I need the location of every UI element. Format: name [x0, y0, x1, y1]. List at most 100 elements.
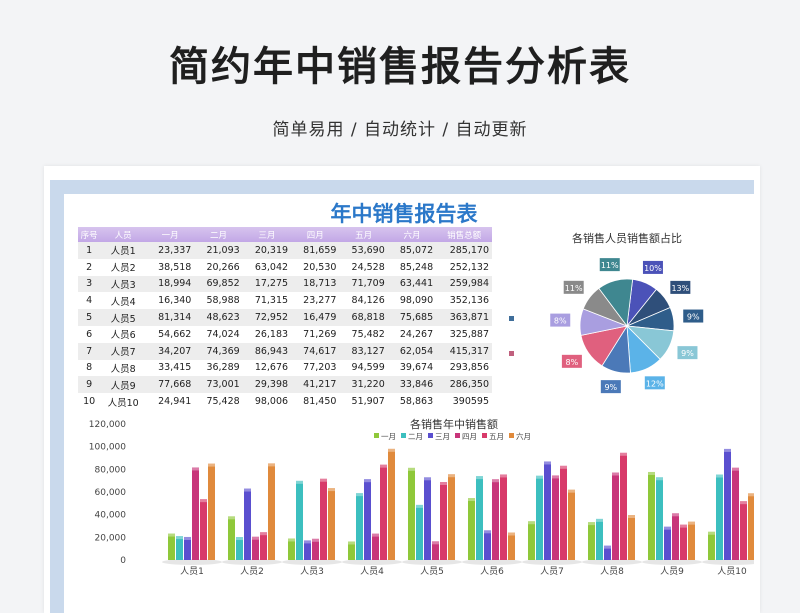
bar — [408, 467, 415, 560]
bar — [388, 448, 395, 560]
left-band — [50, 180, 64, 613]
bar — [560, 465, 567, 560]
bar — [476, 476, 483, 560]
bar-shadow — [582, 559, 642, 565]
bar-shadow — [402, 559, 462, 565]
bar-shadow — [342, 559, 402, 565]
table-cell: 3 — [78, 275, 101, 293]
bar — [200, 499, 207, 560]
bar — [448, 474, 455, 560]
y-tick-label: 120,000 — [89, 420, 126, 430]
table-cell: 83,127 — [339, 342, 388, 360]
table-cell: 74,617 — [291, 342, 340, 360]
bar-shadow — [702, 559, 760, 565]
bar — [260, 532, 267, 560]
pie-slice-label: 8% — [550, 313, 571, 327]
table-cell: 8 — [86, 362, 93, 374]
page-subtitle: 简单易用 / 自动统计 / 自动更新 — [272, 120, 528, 140]
table-cell: 84,126 — [351, 295, 385, 307]
svg-text:四月: 四月 — [462, 432, 477, 441]
table-cell: 5 — [78, 309, 101, 326]
bar — [184, 536, 191, 560]
bar-shadow — [522, 559, 582, 565]
table-cell: 352,136 — [449, 295, 489, 307]
bar — [612, 472, 619, 560]
pie-slice-label: 8% — [561, 354, 582, 368]
table-cell: 363,871 — [436, 309, 492, 326]
bar — [604, 545, 611, 560]
svg-text:二月: 二月 — [408, 432, 423, 441]
table-cell: 人员2 — [110, 263, 136, 275]
bar-shadow — [282, 559, 342, 565]
table-cell: 33,846 — [387, 376, 437, 394]
bar-chart-title: 各销售年中销售额 — [410, 417, 498, 431]
y-tick-label: 60,000 — [95, 488, 127, 498]
table-cell: 75,428 — [206, 396, 240, 408]
table-row: 9 人员9 77,668 73,001 29,398 41,217 31,220 33,846… — [78, 376, 492, 394]
bar — [320, 478, 327, 560]
x-tick-label: 人员8 — [600, 566, 624, 577]
svg-text:五月: 五月 — [489, 432, 504, 441]
table-cell: 54,662 — [158, 328, 192, 340]
x-tick-label: 人员6 — [480, 566, 504, 577]
table-cell: 17,275 — [242, 275, 292, 293]
table-cell: 人员3 — [100, 275, 146, 293]
bar — [656, 477, 663, 560]
table-cell: 72,952 — [242, 309, 292, 326]
table-cell: 29,398 — [242, 376, 292, 394]
bar — [228, 516, 235, 560]
svg-text:12%: 12% — [646, 379, 664, 388]
x-tick-label: 人员2 — [240, 566, 264, 577]
table-cell: 252,132 — [449, 261, 489, 273]
bar — [252, 536, 259, 560]
table-cell: 74,369 — [194, 342, 243, 360]
svg-text:11%: 11% — [565, 284, 583, 293]
page-title: 简约年中销售报告分析表 — [169, 44, 631, 90]
table-cell: 16,340 — [158, 295, 192, 307]
bar — [288, 538, 295, 560]
table-cell: 86,943 — [242, 342, 292, 360]
x-tick-label: 人员4 — [360, 566, 384, 577]
table-cell: 62,054 — [387, 342, 437, 360]
pie-title: 各销售人员销售额占比 — [572, 231, 682, 245]
bar — [732, 467, 739, 560]
table-row: 1 人员1 23,337 21,093 20,319 81,659 53,690 85,072… — [78, 242, 492, 259]
column-header: 五月 — [339, 227, 388, 242]
pie-slice-label: 11% — [599, 258, 620, 272]
bar — [328, 488, 335, 560]
bar — [500, 474, 507, 560]
svg-text:一月: 一月 — [381, 432, 396, 441]
table-cell: 325,887 — [449, 328, 489, 340]
svg-text:9%: 9% — [604, 383, 617, 392]
svg-text:11%: 11% — [601, 261, 619, 270]
pie-slice-label: 12% — [644, 376, 665, 390]
bar — [168, 533, 175, 560]
table-cell: 人员8 — [110, 363, 136, 375]
bar — [708, 531, 715, 560]
x-tick-label: 人员9 — [660, 566, 684, 577]
pie-slice — [598, 278, 634, 328]
legend-swatch — [509, 316, 514, 321]
bar — [244, 488, 251, 560]
legend-item: 二月 — [401, 432, 423, 441]
table-cell: 85,248 — [399, 261, 434, 273]
bar — [468, 498, 475, 560]
spreadsheet-preview: 年中销售报告表 序号 人员 一月 二月 三月 四月 五月 六月 销售总额 1 人员1 23,337 2… — [44, 166, 760, 613]
svg-text:三月: 三月 — [435, 432, 450, 441]
table-cell: 98,090 — [399, 295, 434, 307]
svg-text:8%: 8% — [554, 317, 567, 326]
table-cell: 人员7 — [100, 342, 146, 360]
table-cell: 7 — [78, 342, 101, 360]
table-row: 10 人员10 24,941 75,428 98,006 81,450 51,907 58,8… — [78, 393, 492, 410]
table-cell: 人员4 — [110, 296, 136, 308]
bar — [748, 493, 755, 560]
table-cell: 94,599 — [351, 362, 385, 374]
table-cell: 21,093 — [194, 242, 243, 259]
bar — [680, 524, 687, 560]
table-cell: 98,006 — [254, 396, 289, 408]
y-tick-label: 100,000 — [89, 443, 126, 453]
bar — [536, 475, 543, 560]
table-cell: 81,314 — [145, 309, 195, 326]
bar — [716, 474, 723, 560]
svg-text:9%: 9% — [687, 313, 700, 322]
